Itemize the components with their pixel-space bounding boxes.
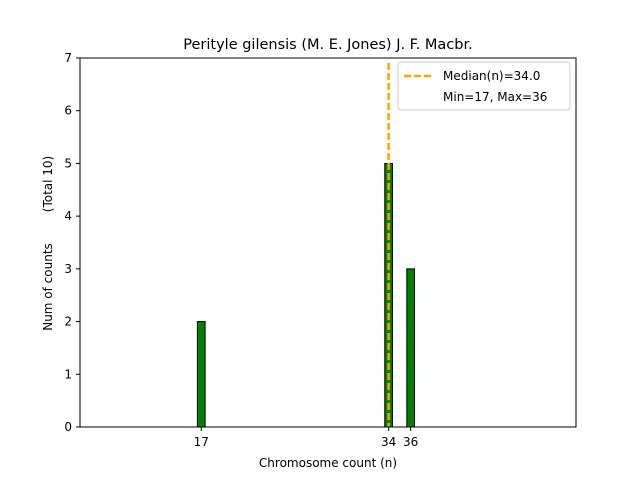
y-tick-label: 6	[64, 104, 72, 118]
y-tick-label: 3	[64, 262, 72, 276]
chart-title: Perityle gilensis (M. E. Jones) J. F. Ma…	[183, 37, 472, 53]
plot-frame	[79, 57, 577, 428]
y-tick-label: 2	[64, 315, 72, 329]
x-tick-label: 34	[381, 435, 396, 449]
legend: Median(n)=34.0 Min=17, Max=36	[397, 61, 571, 111]
y-tick-label: 1	[64, 367, 72, 381]
x-tick-label: 17	[194, 435, 209, 449]
legend-range-label: Min=17, Max=36	[443, 90, 547, 104]
x-axis-label: Chromosome count (n)	[259, 456, 397, 470]
y-axis-total-note: (Total 10)	[41, 156, 55, 212]
y-axis-label: Num of counts	[41, 243, 55, 331]
histogram-bar	[406, 268, 416, 428]
legend-median-label: Median(n)=34.0	[443, 69, 540, 83]
y-tick-label: 5	[64, 156, 72, 170]
y-tick-label: 4	[64, 209, 72, 223]
x-tick-label: 36	[403, 435, 418, 449]
y-tick-label: 7	[64, 51, 72, 65]
y-tick-label: 0	[64, 420, 72, 434]
histogram-bar	[196, 321, 206, 428]
legend-frame	[397, 61, 571, 111]
